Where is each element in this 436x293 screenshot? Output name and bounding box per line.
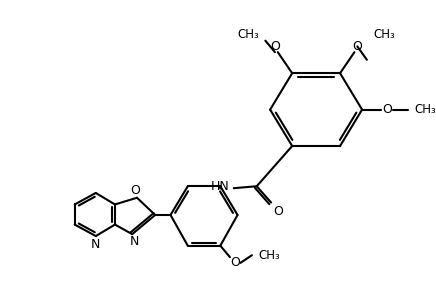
Text: O: O	[273, 205, 283, 218]
Text: CH₃: CH₃	[237, 28, 259, 41]
Text: CH₃: CH₃	[415, 103, 436, 116]
Text: CH₃: CH₃	[259, 249, 280, 262]
Text: O: O	[230, 256, 240, 269]
Text: O: O	[382, 103, 392, 116]
Text: O: O	[270, 40, 280, 53]
Text: HN: HN	[211, 180, 230, 193]
Text: N: N	[129, 235, 139, 248]
Text: O: O	[352, 40, 362, 53]
Text: N: N	[91, 238, 100, 251]
Text: O: O	[130, 184, 140, 197]
Text: CH₃: CH₃	[374, 28, 395, 41]
